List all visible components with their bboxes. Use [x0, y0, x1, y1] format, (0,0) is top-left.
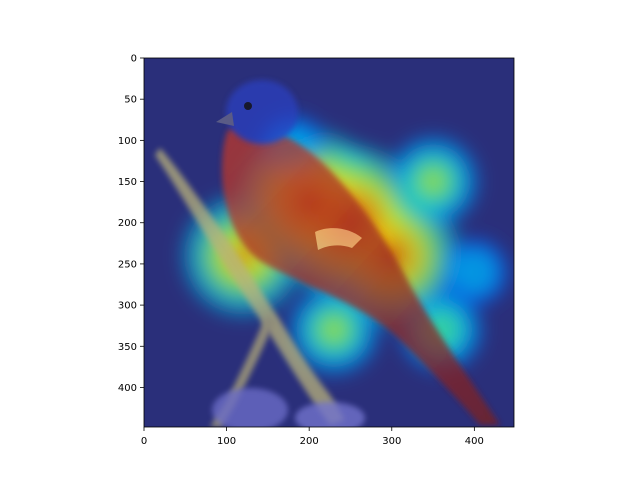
flower-petal: [295, 402, 365, 427]
y-axis: 0 50 100 150 200 250 300 350 400: [118, 54, 144, 394]
heatmap-cell: [424, 172, 442, 191]
x-tick-label: 200: [300, 436, 319, 447]
x-tick-label: 400: [465, 436, 484, 447]
x-tick-label: 300: [382, 436, 401, 447]
bird-eye: [244, 102, 252, 110]
x-tick-label: 100: [217, 436, 236, 447]
y-tick-label: 250: [118, 259, 137, 270]
bird-image: [155, 80, 500, 427]
bird-body: [222, 126, 500, 425]
branch-twig: [210, 315, 275, 427]
bird-head: [226, 80, 298, 144]
branch: [155, 148, 345, 425]
flower-petal: [212, 388, 288, 427]
y-tick-label: 150: [118, 177, 137, 188]
x-tick-label: 0: [141, 436, 147, 447]
plot-area: [144, 58, 514, 427]
wing-patch: [315, 228, 362, 250]
y-tick-label: 200: [118, 218, 137, 229]
y-tick-label: 100: [118, 136, 137, 147]
y-tick-label: 350: [118, 342, 137, 353]
heatmap-cell: [325, 321, 343, 339]
x-axis: 0 100 200 300 400: [141, 427, 484, 447]
y-tick-label: 50: [124, 95, 137, 106]
plot-frame: [143, 57, 515, 428]
y-tick-label: 300: [118, 301, 137, 312]
y-tick-label: 400: [118, 383, 137, 394]
y-tick-label: 0: [131, 54, 137, 65]
heatmap-cell: [452, 250, 496, 294]
bird-beak: [216, 112, 234, 126]
